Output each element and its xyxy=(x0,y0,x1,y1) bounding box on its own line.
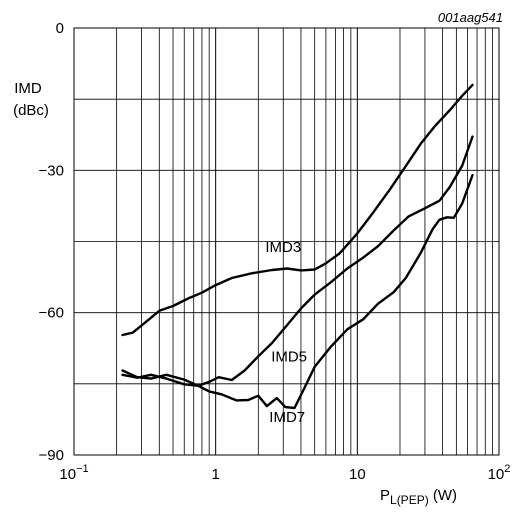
y-axis-label-line1: IMD xyxy=(14,80,42,97)
x-axis-label-main: P xyxy=(380,487,390,504)
x-tick-label: 10 xyxy=(349,466,366,483)
y-tick-label: −60 xyxy=(39,305,64,322)
plot-frame xyxy=(73,27,500,456)
series-group xyxy=(121,83,474,410)
y-tick-label: −90 xyxy=(39,447,64,464)
series-line-imd3 xyxy=(121,83,474,337)
y-tick-label: −30 xyxy=(39,162,64,179)
series-line-imd7 xyxy=(121,173,474,410)
x-axis-label: PL(PEP) (W) xyxy=(380,487,457,507)
x-tick-label: 102 xyxy=(488,463,511,483)
x-tick-label: 1 xyxy=(211,466,219,483)
x-tick-labels: 10−1 1 10 102 xyxy=(59,463,510,483)
series-labels: IMD3 IMD5 IMD7 xyxy=(265,239,307,426)
y-tick-labels: 0 −30 −60 −90 xyxy=(39,20,64,464)
figure-id: 001aag541 xyxy=(438,10,503,25)
x-axis-label-unit: (W) xyxy=(429,487,457,504)
series-label-imd5: IMD5 xyxy=(271,349,307,366)
series-label-imd3: IMD3 xyxy=(265,239,301,256)
series-line-imd5 xyxy=(121,135,474,387)
x-axis-label-sub: L(PEP) xyxy=(390,493,429,507)
y-axis-label-line2: (dBc) xyxy=(13,102,49,119)
x-tick-label: 10−1 xyxy=(59,463,88,483)
y-tick-label: 0 xyxy=(56,20,64,37)
series-label-imd7: IMD7 xyxy=(269,409,305,426)
